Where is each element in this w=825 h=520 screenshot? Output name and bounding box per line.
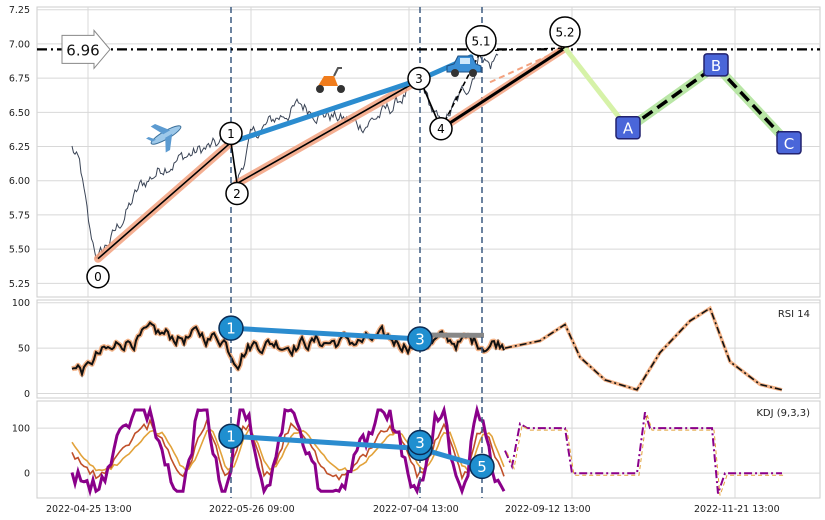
wave-label: 5.2 xyxy=(555,26,574,40)
rsi-trend-line xyxy=(230,325,421,342)
wave-label: 4 xyxy=(437,122,445,136)
wave-label: 2 xyxy=(233,187,241,201)
x-tick-label: 2022-11-21 13:00 xyxy=(694,504,780,515)
price-y-tick-label: 5.75 xyxy=(9,210,30,221)
x-tick-label: 2022-09-12 13:00 xyxy=(505,504,591,515)
rsi-marker-label: 1 xyxy=(226,320,236,338)
projection-label-box xyxy=(615,115,641,140)
airplane-icon xyxy=(146,124,182,153)
price-y-tick-label: 7.25 xyxy=(9,5,30,16)
level-value-label: 6.96 xyxy=(66,41,99,59)
kdj-marker xyxy=(407,429,433,456)
wave-line xyxy=(97,141,232,260)
wave-label: 0 xyxy=(94,270,102,284)
rsi-marker xyxy=(407,326,433,352)
projection-label: A xyxy=(623,120,634,138)
price-y-tick-label: 6.75 xyxy=(9,74,30,85)
price-y-tick-label: 6.00 xyxy=(9,176,30,187)
price-y-tick-label: 5.50 xyxy=(9,245,30,256)
kdj-projection-line xyxy=(504,411,782,494)
rsi-marker-label: 3 xyxy=(415,331,425,349)
kdj-marker-label: 3 xyxy=(415,434,425,452)
kdj-d-line xyxy=(71,427,505,474)
price-y-tick-label: 7.00 xyxy=(9,39,30,50)
wave-marker xyxy=(225,181,249,206)
trend-line xyxy=(228,77,423,145)
kdj-panel-title: KDJ (9,3,3) xyxy=(756,408,810,419)
price-y-tick-label: 6.25 xyxy=(9,142,30,153)
price-y-tick-label: 5.25 xyxy=(9,279,30,290)
projection-label-box xyxy=(703,53,729,77)
rsi-y-tick-label: 50 xyxy=(18,344,30,355)
projection-label: C xyxy=(784,135,794,153)
rsi-marker xyxy=(218,315,244,341)
x-tick-label: 2022-07-04 13:00 xyxy=(373,504,459,515)
kdj-projection-line-d xyxy=(506,414,784,496)
rsi-y-tick-label: 100 xyxy=(12,298,30,309)
kdj-marker xyxy=(218,423,244,449)
kdj-marker-label: 1 xyxy=(226,428,236,446)
projection-line xyxy=(563,46,630,131)
wave-line xyxy=(230,142,238,184)
kdj-y-tick-label: 100 xyxy=(12,424,30,435)
car-icon xyxy=(446,55,482,77)
rsi-y-tick-label: 0 xyxy=(24,389,30,400)
price-y-tick-label: 6.50 xyxy=(9,108,30,119)
wave-label: 5.1 xyxy=(471,34,490,48)
wave-marker xyxy=(429,116,453,141)
wave-marker xyxy=(465,25,497,57)
projection-label-box xyxy=(776,131,802,155)
price-series-line xyxy=(71,53,499,259)
wave-marker xyxy=(407,66,431,91)
scooter-icon xyxy=(316,67,345,93)
x-tick-label: 2022-04-25 13:00 xyxy=(46,504,132,515)
wave-line xyxy=(440,46,566,131)
wave-projection-dash xyxy=(489,47,566,84)
x-tick-label: 2022-05-26 09:00 xyxy=(209,504,295,515)
kdj-marker-label: 5 xyxy=(477,458,487,476)
kdj-marker xyxy=(469,453,495,480)
wave-line xyxy=(236,78,421,185)
wave-line-dashed xyxy=(480,47,566,52)
projection-label: B xyxy=(711,57,721,75)
wave-marker xyxy=(86,264,110,289)
wave-label: 3 xyxy=(415,72,423,86)
wave-marker xyxy=(549,16,581,48)
kdj-y-tick-label: 0 xyxy=(24,469,30,480)
wave-marker xyxy=(219,121,243,146)
rsi-panel-title: RSI 14 xyxy=(778,309,810,320)
wave-label: 1 xyxy=(227,127,235,141)
rsi-projection-line xyxy=(504,306,783,391)
level-arrow-label xyxy=(61,29,111,70)
kdj-trend-line xyxy=(230,433,421,452)
